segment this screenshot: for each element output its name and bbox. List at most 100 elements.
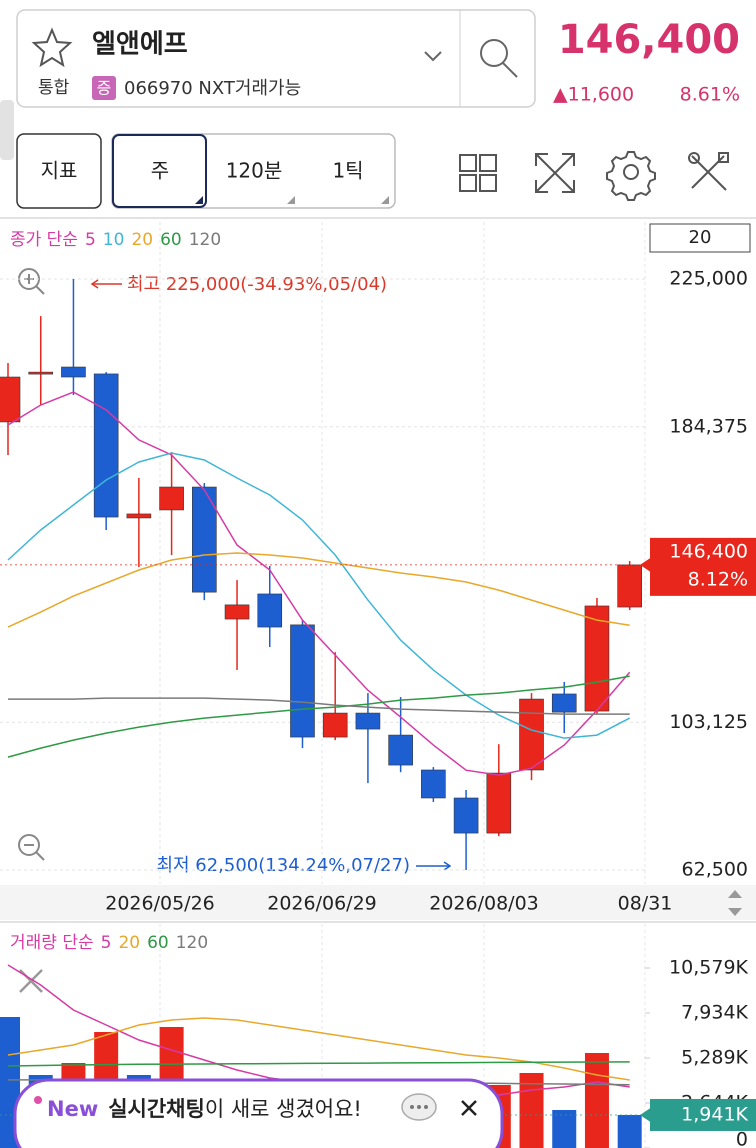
- candle-body: [421, 769, 446, 799]
- legend-entry: 20: [118, 933, 140, 953]
- side-handle[interactable]: [0, 100, 14, 160]
- layout-icon[interactable]: [459, 154, 497, 192]
- chat-icon: [401, 1093, 437, 1121]
- volume-bar: [584, 1053, 609, 1148]
- y-tick-label: 7,934K: [681, 1002, 748, 1024]
- current-price-pointer: [640, 556, 652, 573]
- legend-entry: 5: [101, 933, 112, 953]
- candle-body: [257, 593, 283, 628]
- moving-average: [7, 1061, 630, 1067]
- dropdown-icon[interactable]: [424, 51, 442, 62]
- button-label[interactable]: 120분: [226, 159, 283, 183]
- scroll-arrows[interactable]: [728, 890, 742, 916]
- moving-average: [7, 391, 631, 776]
- star-icon[interactable]: [31, 27, 73, 68]
- expand-icon[interactable]: [535, 153, 575, 193]
- moving-average: [8, 697, 630, 715]
- badge: [92, 76, 116, 100]
- y-tick-label: 5,289K: [681, 1047, 748, 1069]
- x-tick-label: 2026/08/03: [429, 893, 539, 915]
- popup-message: 이 새로 생겼어요!: [205, 1097, 362, 1121]
- current-volume-pointer: [640, 1106, 652, 1123]
- popup-box[interactable]: [13, 1078, 504, 1148]
- button[interactable]: [112, 134, 207, 208]
- popup-badge: New: [47, 1097, 98, 1121]
- y-tick-label: 10,579K: [669, 957, 748, 979]
- popup-highlight: 실시간채팅: [108, 1097, 205, 1121]
- y-tick-label: 0: [736, 1129, 748, 1148]
- vertical-grid: [159, 222, 646, 1148]
- corner-mark: [381, 196, 389, 204]
- high-annotation: 최고 225,000(-34.93%,05/04): [127, 274, 387, 295]
- y-tick-label: 62,500: [682, 858, 748, 880]
- y-tick-label: 225,000: [669, 268, 748, 290]
- moving-average: [7, 552, 630, 628]
- moving-average: [7, 452, 631, 739]
- corner-mark: [195, 196, 203, 204]
- period-box[interactable]: [649, 223, 751, 253]
- legend-label: 종가 단순: [10, 230, 78, 250]
- candle-body: [28, 371, 54, 375]
- market-label: 통합: [38, 78, 70, 98]
- current-price-box: [650, 537, 756, 596]
- current-volume-label: 1,941K: [681, 1103, 748, 1125]
- new-dot: [34, 1096, 42, 1104]
- candle-body: [126, 513, 152, 519]
- chat-popup[interactable]: New 실시간채팅이 새로 생겼어요!: [13, 1078, 504, 1148]
- candle-body: [61, 366, 86, 378]
- annotation-arrow-head: [443, 861, 452, 871]
- volume-bar: [552, 1109, 577, 1148]
- popup-text: New 실시간채팅이 새로 생겼어요!: [47, 1097, 362, 1121]
- annotation-arrow-head: [90, 279, 99, 289]
- button-label: 주: [151, 159, 169, 183]
- candle-body: [0, 376, 21, 423]
- legend-entry: 120: [189, 230, 221, 250]
- candle-body: [551, 693, 577, 713]
- candle-body: [453, 797, 479, 834]
- price-change-pct: 8.61%: [680, 84, 740, 106]
- legend-entry: 60: [147, 933, 169, 953]
- button-label[interactable]: 1틱: [332, 159, 363, 183]
- button[interactable]: [16, 133, 102, 209]
- volume-bar: [519, 1072, 544, 1148]
- zoom-out-icon[interactable]: [18, 834, 45, 861]
- stock-name: 엘앤에프: [92, 30, 188, 60]
- search-icon[interactable]: [480, 39, 508, 67]
- x-tick-label: 2026/05/26: [105, 893, 215, 915]
- price-change: ▲11,600: [553, 84, 634, 106]
- current-price-label: 146,400: [669, 540, 748, 562]
- candle-body: [159, 486, 184, 511]
- current-price-pct: 8.12%: [688, 568, 748, 590]
- legend-entry: 60: [160, 230, 182, 250]
- x-tick-label: 08/31: [618, 893, 673, 915]
- badge-text: 증: [97, 79, 112, 98]
- legend-label: 거래량 단순: [10, 933, 94, 953]
- volume-bar: [617, 1114, 642, 1148]
- close-icon[interactable]: [19, 969, 43, 993]
- chart-layer: 종가 단순 5 10 20 60 120 62,500 103,125 184,375 225,0…: [0, 230, 756, 1148]
- search-box[interactable]: [16, 9, 536, 108]
- popup-close[interactable]: [461, 1100, 477, 1116]
- legend-entry: 10: [103, 230, 125, 250]
- current-volume-box: [650, 1098, 756, 1131]
- zoom-in-icon[interactable]: [18, 268, 45, 295]
- tools-icon[interactable]: [688, 152, 729, 191]
- candle-body: [486, 772, 512, 834]
- legend-entry: 20: [131, 230, 153, 250]
- legend-entry: 120: [176, 933, 208, 953]
- candle-body: [290, 624, 315, 738]
- candle-body: [584, 605, 610, 712]
- moving-average: [7, 1017, 630, 1081]
- corner-mark: [287, 196, 295, 204]
- moving-average: [7, 675, 630, 758]
- x-axis-strip: [0, 885, 756, 920]
- stock-code: 066970 NXT거래가능: [124, 78, 301, 99]
- candle-body: [355, 712, 381, 730]
- x-tick-label: 2026/06/29: [267, 893, 377, 915]
- search-icon-handle: [502, 62, 518, 78]
- y-tick-label: 103,125: [669, 711, 748, 733]
- button-label: 지표: [41, 159, 78, 183]
- settings-icon[interactable]: [606, 151, 656, 201]
- candle-body: [93, 373, 119, 518]
